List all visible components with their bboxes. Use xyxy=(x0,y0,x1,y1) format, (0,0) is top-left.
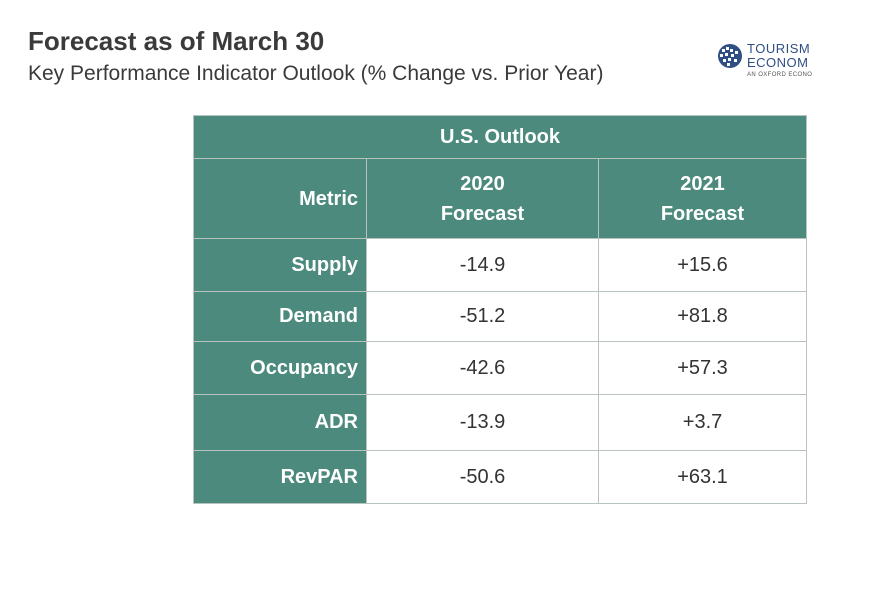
row-label-occupancy: Occupancy xyxy=(193,341,367,395)
cell-occupancy-2020: -42.6 xyxy=(366,341,599,395)
column-header-2020-label: Forecast xyxy=(440,202,525,225)
logo-text-line3: AN OXFORD ECONO xyxy=(747,72,813,78)
column-header-2021-year: 2021 xyxy=(680,172,725,195)
cell-revpar-2021: +63.1 xyxy=(597,450,808,504)
cell-supply-2020: -14.9 xyxy=(366,238,599,292)
column-header-metric: Metric xyxy=(193,158,367,239)
cell-revpar-2020: -50.6 xyxy=(366,450,599,504)
page-subtitle: Key Performance Indicator Outlook (% Cha… xyxy=(28,62,604,85)
row-label-adr: ADR xyxy=(193,394,367,451)
cell-adr-2021: +3.7 xyxy=(597,394,808,451)
row-label-demand: Demand xyxy=(193,291,367,342)
cell-supply-2021: +15.6 xyxy=(597,238,808,292)
column-header-2020: 2020 Forecast xyxy=(366,158,599,239)
us-outlook-table: U.S. Outlook Metric 2020 Forecast 2021 F… xyxy=(192,115,808,504)
cell-demand-2020: -51.2 xyxy=(366,291,599,342)
table-row: RevPAR -50.6 +63.1 xyxy=(193,450,808,504)
page-title: Forecast as of March 30 xyxy=(28,26,325,56)
logo-text-line1: TOURISM xyxy=(747,41,811,56)
logo-text-line2: ECONOM xyxy=(747,55,809,70)
column-header-2021: 2021 Forecast xyxy=(597,158,808,239)
table-row: Occupancy -42.6 +57.3 xyxy=(193,341,808,395)
cell-demand-2021: +81.8 xyxy=(597,291,808,342)
table-row: ADR -13.9 +3.7 xyxy=(193,394,808,451)
cell-adr-2020: -13.9 xyxy=(366,394,599,451)
table-title: U.S. Outlook xyxy=(192,115,808,159)
row-label-revpar: RevPAR xyxy=(193,450,367,504)
column-header-2021-label: Forecast xyxy=(660,202,745,225)
row-label-supply: Supply xyxy=(193,238,367,292)
table-row: Demand -51.2 +81.8 xyxy=(193,291,808,342)
table-row: Supply -14.9 +15.6 xyxy=(193,238,808,292)
column-header-2020-year: 2020 xyxy=(460,172,505,195)
cell-occupancy-2021: +57.3 xyxy=(597,341,808,395)
globe-icon xyxy=(718,44,742,68)
tourism-economics-logo: TOURISM ECONOM AN OXFORD ECONO xyxy=(716,40,856,86)
